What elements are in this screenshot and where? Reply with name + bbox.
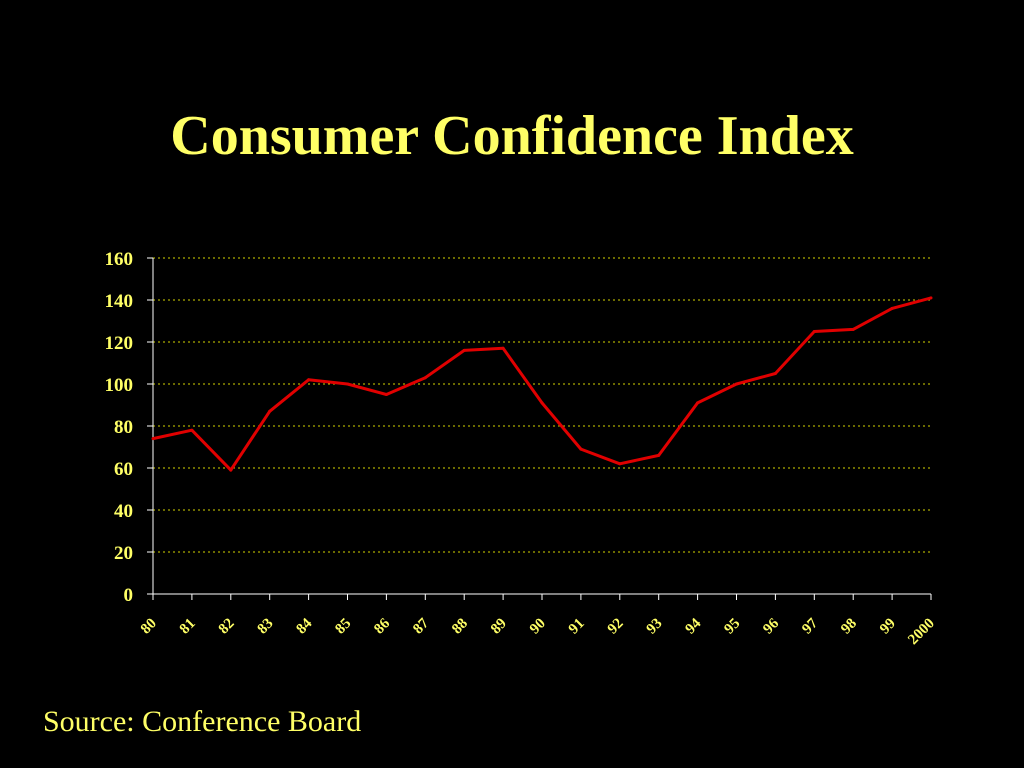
- data-point: [540, 401, 544, 405]
- series-layer: [151, 296, 933, 472]
- x-tick-label: 91: [566, 616, 588, 638]
- x-tick-label: 81: [177, 616, 199, 638]
- data-point: [423, 376, 427, 380]
- x-tick-label: 86: [371, 615, 393, 637]
- y-tick-label: 20: [114, 543, 133, 564]
- x-tick-label: 96: [760, 615, 782, 637]
- data-point: [151, 437, 155, 441]
- data-point: [384, 393, 388, 396]
- data-point: [462, 348, 466, 352]
- data-point: [618, 462, 622, 466]
- data-point: [812, 330, 816, 333]
- x-tick-label: 84: [294, 615, 316, 637]
- data-point: [773, 372, 777, 375]
- x-tick-label: 89: [488, 616, 510, 638]
- y-tick-label: 80: [114, 417, 133, 438]
- x-tick-label: 92: [605, 616, 627, 638]
- x-tick-label: 83: [255, 616, 277, 638]
- data-point: [890, 306, 894, 310]
- x-tick-label: 94: [683, 615, 705, 637]
- x-tick-label: 82: [216, 616, 238, 638]
- data-point: [929, 296, 933, 300]
- data-point: [579, 447, 583, 451]
- x-tick-label: 88: [449, 616, 471, 638]
- y-tick-label: 0: [124, 585, 134, 606]
- y-tick-label: 40: [114, 501, 133, 522]
- data-point: [501, 346, 505, 350]
- axes: [147, 257, 932, 600]
- data-point: [346, 382, 349, 386]
- x-tick-label: 90: [527, 616, 549, 638]
- line-chart: 0 20 40 60 80 100 120 140 160 80 81 82 83 84 85 86 87 88…: [105, 249, 938, 648]
- y-tick-label: 100: [105, 375, 134, 396]
- x-tick-label: 2000: [905, 616, 938, 649]
- data-point: [190, 428, 194, 432]
- x-tick-label: 97: [799, 615, 821, 637]
- data-point: [696, 401, 700, 405]
- x-tick-label: 80: [138, 616, 160, 638]
- data-point: [229, 468, 233, 472]
- y-tick-labels: 0 20 40 60 80 100 120 140 160: [105, 249, 134, 606]
- source-note: Source: Conference Board: [43, 705, 362, 738]
- x-tick-label: 85: [332, 616, 354, 638]
- x-tick-label: 99: [877, 616, 899, 638]
- x-tick-label: 98: [838, 616, 860, 638]
- x-tick-label: 93: [644, 616, 666, 638]
- y-tick-label: 140: [105, 291, 134, 312]
- data-point: [851, 327, 855, 331]
- y-tick-label: 60: [114, 459, 133, 480]
- x-tick-label: 95: [721, 616, 743, 638]
- data-point: [307, 378, 311, 382]
- chart-title: Consumer Confidence Index: [170, 105, 854, 167]
- x-tick-labels: 80 81 82 83 84 85 86 87 88 89 90 91 92 93 94 95 96 97 98 99…: [138, 615, 938, 648]
- y-tick-label: 160: [105, 249, 134, 270]
- x-tick-label: 87: [410, 615, 432, 637]
- data-point: [657, 453, 661, 457]
- y-tick-label: 120: [105, 333, 134, 354]
- data-point: [268, 409, 272, 413]
- data-point: [735, 382, 738, 386]
